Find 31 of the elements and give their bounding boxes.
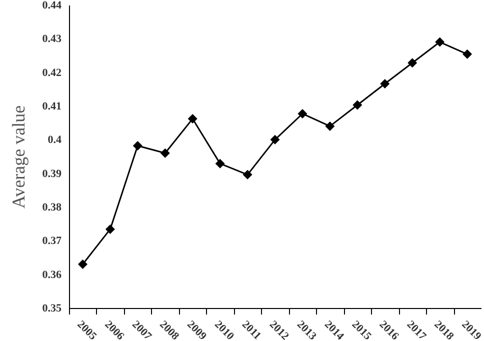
x-tick-label: 2009 [184,318,210,341]
point [380,79,390,89]
point [352,100,362,110]
x-tick-label: 2007 [130,318,154,341]
y-tick-label: 0.41 [42,100,62,112]
x-tick-label: 2017 [404,318,429,341]
y-tick-label: 0.36 [42,268,62,281]
y-tick-label: 0.39 [42,168,62,180]
point [188,114,198,124]
y-axis-title: Average value [8,105,28,209]
point [160,148,170,158]
y-tick-label: 0.38 [42,202,62,214]
y-tick-label: 0.35 [42,302,62,314]
y-tick-label: 0.43 [42,33,62,46]
y-tick-label: 0.4 [48,134,62,146]
point [105,224,115,234]
point [132,140,142,150]
x-tick-label: 2010 [212,318,236,341]
point [78,259,88,269]
point [462,49,472,59]
y-tick-label: 0.44 [42,0,62,12]
y-tick-label: 0.37 [42,235,62,248]
point [215,158,225,168]
point [435,37,445,47]
point [242,170,252,180]
x-tick-label: 2019 [459,318,484,341]
point [298,109,308,118]
y-tick-label: 0.42 [42,66,62,79]
point [270,134,280,144]
point [408,58,418,68]
point [325,121,335,131]
